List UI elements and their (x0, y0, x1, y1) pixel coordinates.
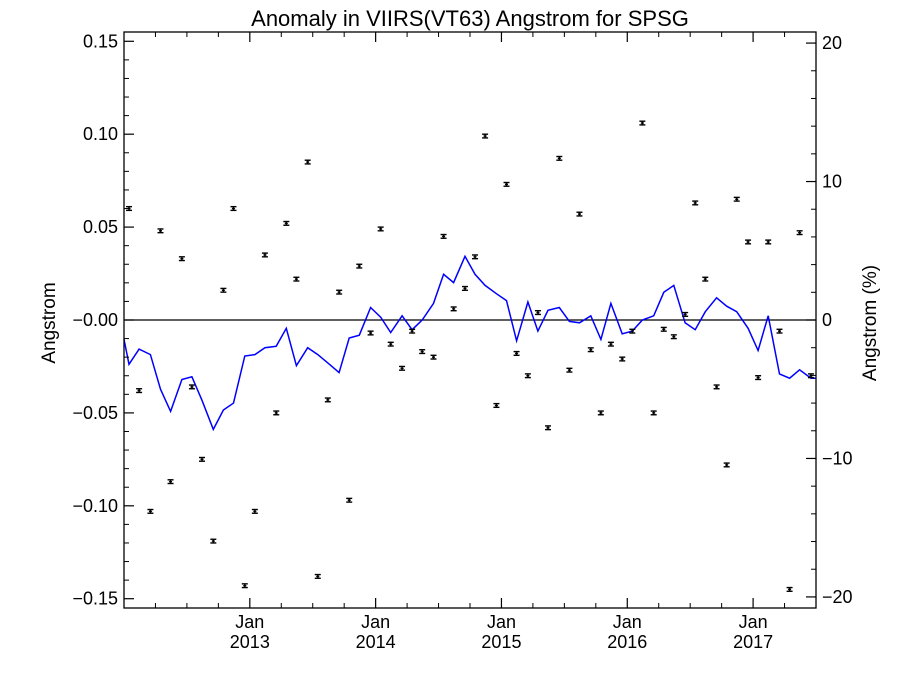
x-tick-month-label: Jan (739, 612, 768, 632)
data-point (776, 328, 783, 334)
y-tick-label: −0.00 (72, 310, 118, 330)
data-point (199, 456, 206, 462)
data-point (597, 410, 604, 416)
y2-axis-label: Angstrom (%) (860, 265, 881, 381)
data-point (534, 310, 541, 316)
data-point (147, 508, 154, 514)
data-point (733, 196, 740, 202)
data-point (619, 356, 626, 362)
data-point (639, 120, 646, 126)
data-point (450, 306, 457, 312)
y2-tick-label: −10 (822, 448, 853, 468)
data-point (576, 211, 583, 217)
data-point (430, 354, 437, 360)
x-tick-year-label: 2016 (607, 632, 647, 652)
x-tick-month-label: Jan (487, 612, 516, 632)
data-point (336, 289, 343, 295)
data-point (440, 233, 447, 239)
x-tick-year-label: 2014 (356, 632, 396, 652)
y-tick-label: 0.05 (83, 217, 118, 237)
data-point (241, 583, 248, 589)
y-tick-label: −0.10 (72, 496, 118, 516)
data-point (607, 341, 614, 347)
x-tick-month-label: Jan (235, 612, 264, 632)
data-point (367, 330, 374, 336)
x-tick-year-label: 2015 (481, 632, 521, 652)
data-point (692, 200, 699, 206)
y2-tick-label: 20 (822, 33, 842, 53)
data-point (273, 410, 280, 416)
x-tick-year-label: 2017 (733, 632, 773, 652)
data-point (745, 239, 752, 245)
y-axis-label: Angstrom (39, 282, 60, 363)
y2-tick-label: 0 (822, 310, 832, 330)
percent-anomaly-line (123, 254, 816, 432)
data-point (702, 276, 709, 282)
data-point (461, 285, 468, 291)
data-point (283, 220, 290, 226)
data-point (314, 573, 321, 579)
data-point (178, 256, 185, 262)
data-point (377, 226, 384, 232)
chart-title: Anomaly in VIIRS(VT63) Angstrom for SPSG (251, 6, 689, 31)
data-point (356, 263, 363, 269)
data-point (513, 350, 520, 357)
data-point (472, 254, 479, 260)
data-point (796, 230, 803, 236)
data-point (713, 384, 720, 390)
x-tick-year-label: 2013 (230, 632, 270, 652)
data-point (324, 397, 331, 403)
data-point (293, 276, 300, 282)
data-point (566, 367, 573, 373)
y-tick-label: 0.15 (83, 31, 118, 51)
data-point (629, 328, 636, 334)
data-point (524, 373, 531, 379)
data-point (587, 347, 594, 353)
data-point (419, 349, 426, 355)
data-point (682, 311, 689, 317)
data-point (723, 462, 730, 468)
data-point (210, 538, 217, 544)
x-tick-month-label: Jan (613, 612, 642, 632)
data-point (493, 402, 500, 409)
x-tick-month-label: Jan (361, 612, 390, 632)
data-point (157, 228, 164, 234)
y-tick-label: 0.10 (83, 124, 118, 144)
data-point (136, 388, 143, 394)
plot-area: −0.15 −0.10 −0.05 −0.00 0.05 0.10 0.15 −20 −10 0 1… (72, 31, 852, 652)
y2-tick-label: 10 (822, 172, 842, 192)
y-tick-label: −0.05 (72, 403, 118, 423)
data-point (188, 384, 195, 390)
y-tick-label: −0.15 (72, 589, 118, 609)
data-point (220, 287, 227, 293)
data-point (399, 365, 406, 371)
data-point (304, 159, 311, 165)
data-point (230, 205, 237, 212)
data-point (503, 181, 510, 187)
data-point (786, 586, 793, 592)
data-point (650, 410, 657, 416)
data-point (409, 328, 416, 334)
data-point (660, 326, 667, 332)
data-point (545, 425, 552, 431)
data-point (346, 497, 353, 503)
data-point (765, 239, 772, 245)
data-point (670, 334, 677, 340)
data-point (556, 155, 563, 161)
data-point (261, 252, 268, 258)
data-point (387, 341, 394, 347)
data-point (482, 133, 489, 139)
data-point (167, 479, 174, 485)
data-point (755, 375, 762, 381)
data-point (251, 508, 258, 514)
y2-tick-label: −20 (822, 587, 853, 607)
